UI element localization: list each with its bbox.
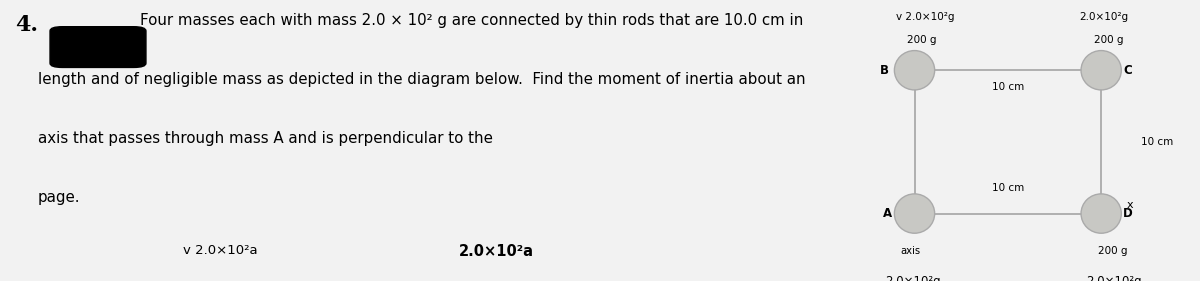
Text: 2.0×10²g: 2.0×10²g bbox=[1086, 275, 1142, 281]
Text: C: C bbox=[1123, 64, 1132, 77]
Text: 200 g: 200 g bbox=[1098, 246, 1127, 256]
Ellipse shape bbox=[1081, 51, 1121, 90]
Text: v 2.0×10²g: v 2.0×10²g bbox=[896, 12, 955, 22]
Text: x: x bbox=[1127, 200, 1134, 210]
Text: page.: page. bbox=[37, 190, 80, 205]
Text: axis that passes through mass A and is perpendicular to the: axis that passes through mass A and is p… bbox=[37, 131, 492, 146]
FancyBboxPatch shape bbox=[50, 27, 146, 67]
Text: 4.: 4. bbox=[16, 14, 38, 36]
Text: 10 cm: 10 cm bbox=[1141, 137, 1174, 147]
Text: Four masses each with mass 2.0 × 10² g are connected by thin rods that are 10.0 : Four masses each with mass 2.0 × 10² g a… bbox=[140, 13, 804, 28]
Text: axis: axis bbox=[900, 246, 920, 256]
Ellipse shape bbox=[894, 51, 935, 90]
Text: A: A bbox=[883, 207, 893, 220]
Text: length and of negligible mass as depicted in the diagram below.  Find the moment: length and of negligible mass as depicte… bbox=[37, 72, 805, 87]
Text: 2.0×10²g: 2.0×10²g bbox=[1079, 12, 1128, 22]
Text: D: D bbox=[1123, 207, 1133, 220]
Text: 10 cm: 10 cm bbox=[991, 82, 1024, 92]
Text: 10 cm: 10 cm bbox=[991, 183, 1024, 193]
Text: v 2.0×10²a: v 2.0×10²a bbox=[184, 244, 258, 257]
Text: 200 g: 200 g bbox=[1094, 35, 1123, 45]
Text: 2.0×10²g: 2.0×10²g bbox=[886, 275, 941, 281]
Text: 2.0×10²a: 2.0×10²a bbox=[458, 244, 534, 259]
Ellipse shape bbox=[894, 194, 935, 233]
Text: 200 g: 200 g bbox=[907, 35, 937, 45]
Text: B: B bbox=[880, 64, 889, 77]
Ellipse shape bbox=[1081, 194, 1121, 233]
